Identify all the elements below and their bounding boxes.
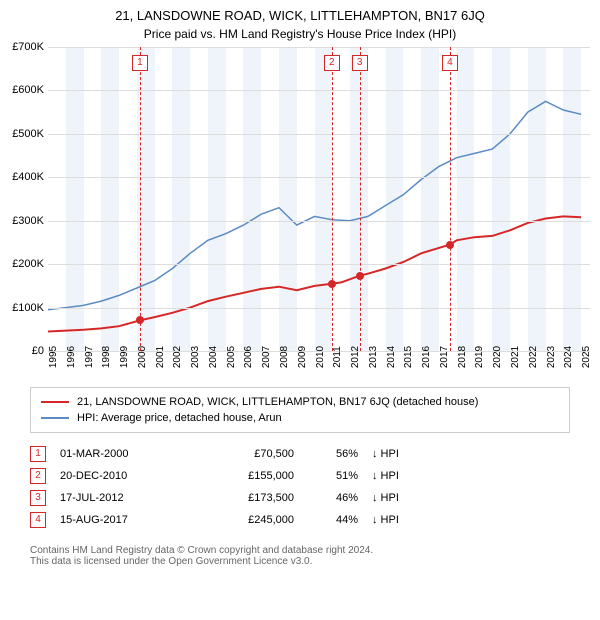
y-tick-label: £300K xyxy=(0,215,44,227)
sales-price: £173,500 xyxy=(194,492,294,504)
footer-line-2: This data is licensed under the Open Gov… xyxy=(30,556,570,567)
line-svg xyxy=(48,47,590,351)
sale-marker-line xyxy=(332,47,333,351)
legend-row: HPI: Average price, detached house, Arun xyxy=(41,410,559,426)
sale-marker-box: 2 xyxy=(324,55,340,71)
sale-dot xyxy=(136,316,144,324)
sale-marker-box: 1 xyxy=(132,55,148,71)
y-tick-label: £200K xyxy=(0,258,44,270)
series-property xyxy=(48,216,581,331)
sales-pct: 44% xyxy=(308,514,358,526)
sales-date: 17-JUL-2012 xyxy=(60,492,180,504)
legend-swatch xyxy=(41,401,69,403)
sales-row: 2 20-DEC-2010 £155,000 51% ↓ HPI xyxy=(30,465,570,487)
y-tick-label: £500K xyxy=(0,128,44,140)
sales-pct: 46% xyxy=(308,492,358,504)
footer: Contains HM Land Registry data © Crown c… xyxy=(30,545,570,567)
y-tick-label: £0 xyxy=(0,345,44,357)
legend: 21, LANSDOWNE ROAD, WICK, LITTLEHAMPTON,… xyxy=(30,387,570,433)
sales-date: 15-AUG-2017 xyxy=(60,514,180,526)
sales-price: £155,000 xyxy=(194,470,294,482)
sales-table: 1 01-MAR-2000 £70,500 56% ↓ HPI 2 20-DEC-2010 £… xyxy=(30,443,570,531)
sales-pct: 51% xyxy=(308,470,358,482)
sales-row-number: 3 xyxy=(30,490,46,506)
y-tick-label: £600K xyxy=(0,84,44,96)
page-title: 21, LANSDOWNE ROAD, WICK, LITTLEHAMPTON,… xyxy=(0,0,600,23)
sales-row: 4 15-AUG-2017 £245,000 44% ↓ HPI xyxy=(30,509,570,531)
legend-label: 21, LANSDOWNE ROAD, WICK, LITTLEHAMPTON,… xyxy=(77,396,478,408)
gridline xyxy=(48,221,590,222)
series-hpi xyxy=(48,101,581,309)
gridline xyxy=(48,90,590,91)
sales-hpi-direction: ↓ HPI xyxy=(372,492,412,504)
plot-region: £0£100K£200K£300K£400K£500K£600K£700K199… xyxy=(48,47,590,351)
sales-row-number: 2 xyxy=(30,468,46,484)
gridline xyxy=(48,308,590,309)
gridline xyxy=(48,47,590,48)
y-tick-label: £400K xyxy=(0,171,44,183)
sales-row-number: 4 xyxy=(30,512,46,528)
sales-price: £70,500 xyxy=(194,448,294,460)
sale-marker-box: 4 xyxy=(442,55,458,71)
sales-row-number: 1 xyxy=(30,446,46,462)
legend-row: 21, LANSDOWNE ROAD, WICK, LITTLEHAMPTON,… xyxy=(41,394,559,410)
sales-row: 3 17-JUL-2012 £173,500 46% ↓ HPI xyxy=(30,487,570,509)
sales-row: 1 01-MAR-2000 £70,500 56% ↓ HPI xyxy=(30,443,570,465)
legend-label: HPI: Average price, detached house, Arun xyxy=(77,412,282,424)
sale-dot xyxy=(328,280,336,288)
sales-price: £245,000 xyxy=(194,514,294,526)
sales-pct: 56% xyxy=(308,448,358,460)
sale-dot xyxy=(446,241,454,249)
gridline xyxy=(48,264,590,265)
sale-marker-box: 3 xyxy=(352,55,368,71)
sales-date: 01-MAR-2000 xyxy=(60,448,180,460)
legend-swatch xyxy=(41,417,69,419)
y-tick-label: £100K xyxy=(0,302,44,314)
sale-marker-line xyxy=(450,47,451,351)
gridline xyxy=(48,177,590,178)
y-tick-label: £700K xyxy=(0,41,44,53)
sale-marker-line xyxy=(140,47,141,351)
footer-line-1: Contains HM Land Registry data © Crown c… xyxy=(30,545,570,556)
sales-date: 20-DEC-2010 xyxy=(60,470,180,482)
page-subtitle: Price paid vs. HM Land Registry's House … xyxy=(0,23,600,47)
sales-hpi-direction: ↓ HPI xyxy=(372,514,412,526)
sale-dot xyxy=(356,272,364,280)
gridline xyxy=(48,134,590,135)
sales-hpi-direction: ↓ HPI xyxy=(372,448,412,460)
sales-hpi-direction: ↓ HPI xyxy=(372,470,412,482)
chart-area: £0£100K£200K£300K£400K£500K£600K£700K199… xyxy=(48,47,590,377)
sale-marker-line xyxy=(360,47,361,351)
